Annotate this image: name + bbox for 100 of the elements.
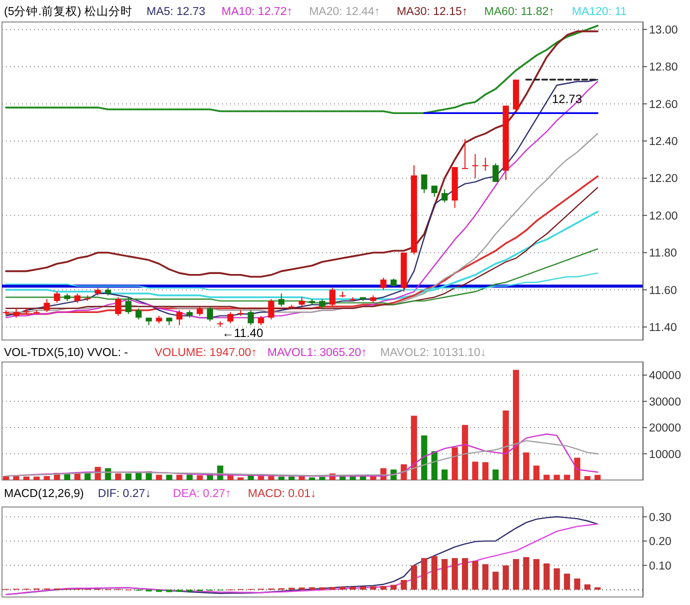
annotation: ←11.40	[222, 326, 264, 340]
bar	[258, 476, 264, 480]
bar	[564, 474, 570, 480]
text: MA20: 12.44↑	[309, 6, 380, 18]
text: MA120: 11	[572, 6, 627, 18]
bar	[512, 370, 520, 480]
y-tick-label: 12.80	[649, 62, 678, 74]
y-tick-label: 12.60	[649, 98, 678, 111]
bar	[594, 474, 601, 480]
bar	[452, 558, 458, 590]
y-tick-label: 40000	[649, 370, 681, 382]
candlestick	[319, 298, 326, 309]
chart-title: VOL-TDX(5,10) VVOL: -	[4, 347, 128, 359]
bar	[278, 476, 284, 480]
candlestick	[125, 296, 132, 314]
candlestick	[238, 310, 244, 316]
text: DIF: 0.27↓	[98, 488, 151, 500]
bar	[350, 476, 356, 480]
text: MAVOL2: 10131.10↓	[380, 347, 486, 359]
bar	[308, 477, 316, 480]
line-series	[5, 24, 598, 114]
candlestick	[278, 293, 284, 308]
bar	[421, 558, 428, 590]
bar	[350, 586, 356, 590]
text: MA5: 12.73	[146, 6, 206, 18]
candlestick	[258, 315, 264, 326]
bar	[34, 476, 40, 480]
candlestick	[136, 308, 142, 320]
candlestick	[298, 296, 305, 308]
bar	[2, 476, 10, 480]
bar	[44, 476, 50, 480]
candlestick	[482, 157, 488, 172]
bar	[564, 574, 570, 590]
bar	[115, 473, 122, 480]
text: MA60: 11.82↑	[484, 6, 554, 18]
y-tick-label: 11.80	[649, 248, 677, 260]
bar	[288, 476, 295, 480]
bar	[442, 559, 448, 590]
candlestick	[74, 293, 80, 304]
bar	[125, 473, 132, 480]
text: MA30: 12.15↑	[396, 6, 468, 18]
y-tick-label: 12.00	[649, 210, 678, 222]
text: DEA: 0.27↑	[172, 488, 232, 500]
bar	[442, 470, 448, 480]
chart-title: (5分钟.前复权) 松山分时	[4, 5, 132, 18]
bar	[584, 584, 590, 590]
bar	[64, 474, 70, 480]
bar	[340, 476, 346, 480]
chart-title: MACD(12,26,9)	[4, 488, 84, 500]
candlestick	[442, 188, 448, 203]
bar	[268, 476, 274, 480]
bar	[472, 561, 478, 590]
bar	[452, 447, 458, 480]
y-tick-label: 11.60	[649, 284, 677, 297]
y-tick-label: 13.00	[649, 24, 678, 36]
candlestick	[268, 298, 274, 320]
bar	[410, 416, 418, 480]
candlestick	[492, 162, 499, 182]
candlestick	[176, 310, 182, 326]
candlestick	[462, 138, 468, 169]
text: VOLUME: 1947.00↑	[154, 347, 257, 359]
candlestick	[472, 154, 478, 179]
y-tick-label: 0.30	[649, 512, 672, 524]
y-tick-label: 0.10	[649, 560, 672, 572]
candlestick	[380, 277, 386, 290]
bar	[584, 476, 590, 480]
bar	[166, 590, 172, 592]
bar	[554, 474, 560, 480]
bar	[512, 559, 520, 590]
bar	[574, 458, 580, 480]
bar	[492, 470, 499, 480]
text: MAVOL1: 3065.20↑	[267, 347, 367, 359]
candlestick	[248, 310, 254, 326]
text: MA10: 12.72↑	[222, 6, 292, 18]
bar	[523, 557, 530, 590]
bar	[574, 578, 580, 590]
bar	[482, 462, 488, 480]
candlestick	[196, 306, 203, 316]
y-tick-label: 30000	[649, 396, 681, 408]
bar	[533, 466, 540, 480]
bar	[186, 474, 193, 480]
candlestick	[431, 185, 438, 198]
bar	[380, 586, 386, 590]
line-series	[5, 30, 598, 278]
bar	[544, 474, 550, 480]
bar	[156, 474, 162, 480]
bar	[544, 563, 550, 590]
bar	[492, 572, 499, 590]
y-tick-label: 12.20	[649, 173, 678, 186]
bar	[176, 474, 182, 480]
bar	[533, 559, 540, 590]
bar	[370, 586, 376, 590]
candlestick	[44, 298, 50, 313]
bar	[431, 451, 438, 480]
bar	[502, 565, 509, 590]
bar	[400, 580, 407, 590]
text: MACD: 0.01↓	[248, 488, 316, 500]
candlestick	[115, 296, 122, 316]
y-tick-label: 20000	[649, 422, 681, 435]
candlestick	[329, 287, 336, 308]
